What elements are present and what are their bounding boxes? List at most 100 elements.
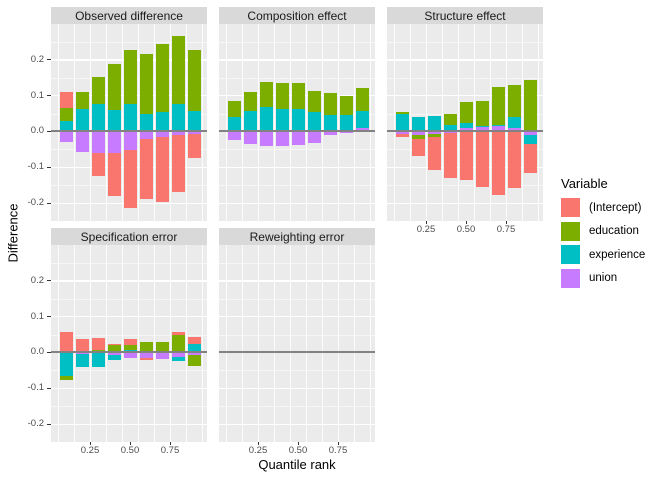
- gridline-vertical: [106, 245, 107, 442]
- y-tick-label: -0.2: [27, 197, 44, 209]
- bar-segment-education: [91, 350, 105, 353]
- bar-segment-experience: [459, 122, 473, 128]
- bar-segment-experience: [227, 117, 241, 132]
- bar-segment-experience: [171, 356, 185, 361]
- gridline-minor: [219, 262, 375, 264]
- bar-segment-union: [243, 131, 257, 145]
- bar-segment-education: [475, 101, 489, 127]
- bar-segment-(Intercept): [75, 338, 89, 353]
- gridline-vertical: [122, 24, 123, 221]
- x-tick-label: 0.50: [288, 445, 308, 456]
- bar-segment-(Intercept): [123, 338, 137, 345]
- gridline-minor: [219, 298, 375, 300]
- bar-segment-experience: [339, 115, 353, 132]
- bar-segment-(Intercept): [443, 132, 457, 178]
- bar-segment-education: [227, 100, 241, 118]
- legend-title: Variable: [561, 176, 608, 191]
- gridline-vertical: [58, 24, 59, 221]
- bar-segment-education: [339, 95, 353, 116]
- gridline-vertical: [170, 24, 171, 221]
- bar-segment-education: [59, 108, 73, 121]
- facet-strip-observed-difference: Observed difference: [51, 7, 207, 24]
- bar-segment-union: [275, 131, 289, 147]
- gridline-vertical: [354, 24, 355, 221]
- bar-segment-education: [291, 82, 305, 109]
- legend-swatch-intercept: [561, 198, 580, 217]
- bar-segment-experience: [187, 343, 201, 353]
- y-tick-mark: [47, 351, 51, 353]
- legend-swatch-union: [561, 268, 580, 288]
- legend-item-education: education: [561, 221, 671, 241]
- x-tick-label: 0.25: [416, 224, 436, 235]
- zero-line: [387, 130, 543, 133]
- bar-segment-experience: [427, 116, 441, 132]
- y-tick-label: 0.0: [30, 346, 44, 358]
- bar-segment-(Intercept): [459, 131, 473, 181]
- gridline-minor: [387, 185, 543, 187]
- bar-segment-education: [395, 112, 409, 115]
- bar-segment-union: [139, 352, 153, 359]
- y-tick-label: 0.1: [30, 89, 44, 101]
- y-tick-mark: [47, 166, 51, 168]
- gridline-vertical: [226, 245, 227, 442]
- y-tick-label: 0.1: [30, 310, 44, 322]
- gridline-minor: [219, 334, 375, 336]
- bar-segment-education: [139, 54, 153, 114]
- gridline-major: [219, 316, 375, 318]
- x-tick-label: 0.25: [248, 445, 268, 456]
- gridline-major: [51, 423, 207, 425]
- y-tick-mark: [47, 202, 51, 204]
- bar-segment-(Intercept): [395, 134, 409, 137]
- bar-segment-union: [139, 131, 153, 139]
- bar-segment-union: [259, 131, 273, 147]
- gridline-vertical: [474, 24, 475, 221]
- gridline-vertical: [274, 245, 275, 442]
- gridline-major: [51, 280, 207, 282]
- gridline-vertical: [154, 245, 155, 442]
- gridline-vertical: [354, 245, 355, 442]
- bar-segment-(Intercept): [491, 131, 505, 196]
- bar-segment-education: [107, 64, 121, 110]
- gridline-vertical: [290, 245, 291, 442]
- gridline-vertical: [186, 24, 187, 221]
- bar-segment-union: [227, 131, 241, 141]
- bar-segment-union: [171, 131, 185, 136]
- bar-segment-education: [491, 87, 505, 125]
- bar-segment-education: [323, 92, 337, 115]
- bar-segment-education: [523, 80, 537, 132]
- bar-segment-experience: [59, 120, 73, 132]
- bar-segment-(Intercept): [107, 152, 121, 196]
- bar-segment-experience: [355, 111, 369, 128]
- bar-segment-union: [107, 131, 121, 153]
- legend-label: (Intercept): [589, 201, 642, 214]
- bar-segment-education: [139, 342, 153, 353]
- bar-segment-union: [459, 127, 473, 132]
- bar-segment-union: [187, 131, 201, 135]
- bar-segment-experience: [243, 110, 257, 132]
- bar-segment-education: [155, 43, 169, 112]
- bar-segment-experience: [307, 111, 321, 132]
- gridline-vertical: [322, 24, 323, 221]
- bar-segment-experience: [123, 350, 137, 353]
- legend-swatch-experience: [561, 245, 580, 264]
- legend-label: experience: [589, 248, 646, 261]
- facet-title: Reweighting error: [249, 229, 345, 244]
- bar-segment-education: [123, 344, 137, 351]
- y-tick-mark: [47, 59, 51, 61]
- bar-segment-union: [507, 127, 521, 132]
- bar-segment-union: [323, 131, 337, 136]
- y-tick-mark: [47, 130, 51, 132]
- gridline-vertical: [442, 24, 443, 221]
- y-tick-mark: [47, 280, 51, 282]
- facet-title: Specification error: [80, 229, 178, 244]
- bar-segment-education: [59, 376, 73, 381]
- bar-segment-union: [123, 352, 137, 359]
- bar-segment-education: [355, 88, 369, 112]
- gridline-vertical: [154, 24, 155, 221]
- gridline-minor: [51, 298, 207, 300]
- bar-segment-(Intercept): [171, 332, 185, 335]
- bar-segment-experience: [291, 108, 305, 132]
- gridline-vertical: [74, 24, 75, 221]
- gridline-vertical: [242, 24, 243, 221]
- bar-segment-education: [443, 114, 457, 125]
